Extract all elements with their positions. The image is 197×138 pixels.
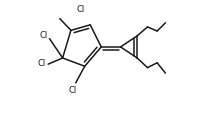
- Text: Cl: Cl: [40, 31, 48, 40]
- Text: Cl: Cl: [76, 6, 85, 14]
- Text: Cl: Cl: [37, 59, 45, 68]
- Text: Cl: Cl: [69, 86, 77, 95]
